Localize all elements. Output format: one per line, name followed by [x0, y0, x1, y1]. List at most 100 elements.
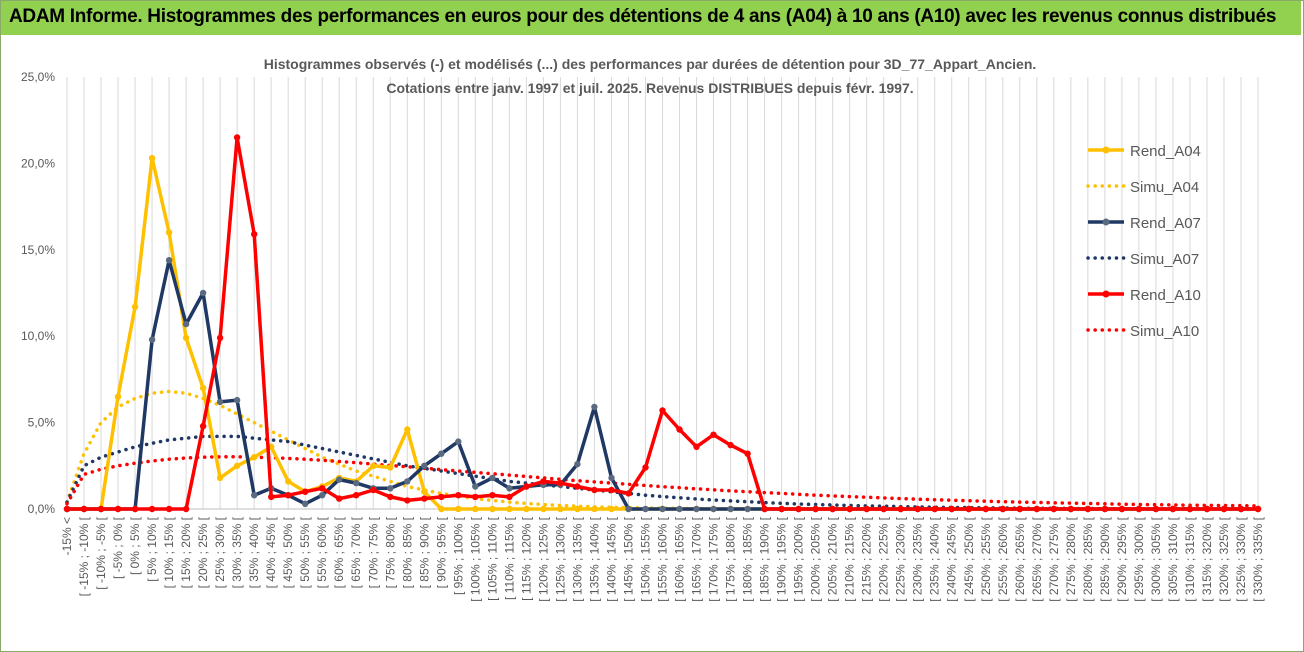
grid-lines: [66, 77, 1259, 510]
data-point: [557, 479, 564, 487]
data-point: [948, 505, 955, 513]
data-point: [846, 505, 853, 513]
x-tick-label: [ 140% ; 145% [: [604, 516, 618, 601]
legend: Rend_A04 Simu_A04 Rend_A07 Simu_A07 Rend_A10…: [1086, 143, 1201, 340]
x-tick-label: [ 40% ; 45% [: [264, 516, 278, 588]
data-point: [421, 488, 428, 495]
data-point: [131, 303, 139, 310]
x-tick-label: [ 95% ; 100% [: [451, 516, 465, 595]
data-point: [727, 441, 734, 449]
data-point: [914, 505, 921, 513]
data-point: [931, 505, 938, 513]
data-point: [829, 505, 836, 513]
x-tick-label: [ 255% ; 260% [: [996, 516, 1010, 601]
x-tick-label: [ 300% ; 305% [: [1149, 516, 1163, 601]
x-tick-label: [ 60% ; 65% [: [332, 516, 346, 588]
data-point: [1067, 505, 1075, 513]
data-point: [302, 500, 309, 507]
data-point: [131, 505, 139, 513]
data-point: [63, 505, 71, 513]
data-point: [965, 505, 972, 513]
data-point: [80, 505, 88, 513]
data-point: [1220, 505, 1228, 513]
data-point: [233, 396, 241, 404]
x-tick-label: [ 150% ; 155% [: [638, 516, 652, 601]
x-tick-label: [ 65% ; 70% [: [349, 516, 363, 588]
legend-item: Simu_A04: [1086, 179, 1199, 196]
data-point: [438, 505, 445, 513]
x-tick-label: [ 90% ; 95% [: [434, 516, 448, 588]
data-point: [370, 462, 377, 469]
data-point: [574, 460, 581, 468]
data-point: [285, 492, 292, 499]
x-tick-label: [ 315% ; 320% [: [1200, 516, 1214, 601]
chart-title: Histogrammes observés (-) et modélisés (…: [264, 56, 1037, 72]
x-tick-label: [ 195% ; 200% [: [792, 516, 806, 601]
data-point: [693, 443, 700, 450]
data-point: [165, 229, 173, 236]
x-tick-label: [ 245% ; 250% [: [962, 516, 976, 601]
data-point: [216, 334, 224, 342]
data-point: [114, 393, 122, 400]
x-tick-label: [ 160% ; 165% [: [673, 516, 687, 601]
x-tick-label: [ -10% ; -5% [: [94, 516, 108, 589]
data-point: [523, 483, 530, 490]
x-tick-label: [ 180% ; 185% [: [741, 516, 755, 601]
data-point: [608, 505, 615, 513]
data-point: [438, 493, 445, 501]
data-point: [336, 476, 343, 483]
data-point: [404, 497, 411, 504]
data-point: [659, 407, 666, 414]
x-tick-label: [ 230% ; 235% [: [911, 516, 925, 601]
legend-marker: [1102, 146, 1110, 154]
data-point: [591, 505, 598, 513]
y-tick-label: 10,0%: [21, 329, 55, 343]
data-point: [268, 493, 275, 501]
x-tick-label: [ 325% ; 330% [: [1234, 516, 1248, 601]
x-tick-label: [ 55% ; 60% [: [315, 516, 329, 588]
legend-label: Rend_A10: [1130, 287, 1201, 304]
x-tick-label: [ 270% ; 275% [: [1047, 516, 1061, 601]
data-point: [489, 505, 496, 513]
legend-item: Simu_A10: [1086, 323, 1199, 340]
data-point: [387, 464, 394, 471]
legend-marker: [1102, 218, 1110, 226]
x-tick-label: [ 125% ; 130% [: [553, 516, 567, 601]
data-point: [1169, 505, 1177, 513]
data-point: [1101, 505, 1109, 513]
data-point: [897, 505, 904, 513]
series-Simu_A07: [65, 434, 1260, 511]
x-tick-label: [ 215% ; 220% [: [860, 516, 874, 601]
data-point: [710, 431, 717, 438]
x-tick-label: [ 105% ; 110% [: [485, 516, 499, 600]
y-tick-label: 25,0%: [21, 70, 55, 84]
x-tick-label: [ 225% ; 230% [: [894, 516, 908, 601]
data-point: [472, 493, 479, 501]
data-point: [472, 505, 479, 513]
data-point: [863, 505, 870, 513]
x-tick-label: [ -15% ; -10% [: [77, 516, 91, 596]
legend-item: Rend_A10: [1088, 287, 1201, 304]
x-tick-label: [ 165% ; 170% [: [690, 516, 704, 601]
data-point: [591, 403, 598, 411]
x-tick-label: [ 280% ; 285% [: [1081, 516, 1095, 601]
data-point: [557, 505, 564, 513]
data-point: [642, 505, 649, 513]
data-point: [506, 485, 513, 492]
x-tick-label: [ 155% ; 160% [: [656, 516, 670, 601]
data-point: [693, 505, 700, 513]
series-Rend_A10: [63, 134, 1262, 513]
data-point: [438, 450, 445, 457]
x-tick-label: [ 0% ; 5% [: [128, 516, 142, 575]
data-point: [404, 426, 411, 433]
data-point: [455, 505, 462, 513]
data-point: [1016, 505, 1023, 513]
chart-subtitle: Cotations entre janv. 1997 et juil. 2025…: [386, 80, 913, 96]
data-point: [523, 505, 530, 513]
x-tick-label: [ -5% ; 0% [: [111, 516, 125, 579]
data-point: [370, 486, 377, 494]
report-header: ADAM Informe. Histogrammes des performan…: [1, 1, 1301, 35]
series-lines: [63, 134, 1262, 513]
data-point: [1050, 505, 1058, 513]
